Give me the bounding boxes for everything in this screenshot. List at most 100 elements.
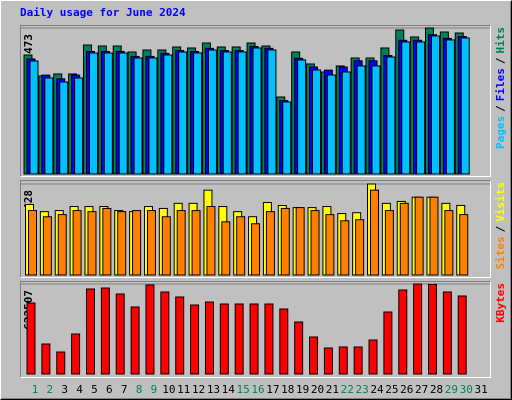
x-tick-label: 1 bbox=[32, 383, 39, 396]
bar bbox=[356, 65, 366, 175]
panel-edge bbox=[20, 180, 491, 278]
legend-entry: KBytes bbox=[494, 283, 507, 323]
bar bbox=[460, 37, 470, 175]
x-tick-label: 27 bbox=[415, 383, 428, 396]
bar bbox=[457, 295, 467, 375]
bar bbox=[325, 214, 335, 276]
bar bbox=[132, 210, 142, 276]
bar bbox=[338, 346, 348, 375]
x-tick-label: 16 bbox=[251, 383, 264, 396]
x-tick-label: 6 bbox=[106, 383, 113, 396]
bar bbox=[309, 336, 319, 375]
x-tick-label: 25 bbox=[385, 383, 398, 396]
bar bbox=[445, 39, 455, 175]
bar bbox=[74, 77, 84, 175]
x-tick-label: 26 bbox=[400, 383, 413, 396]
x-tick-label: 29 bbox=[445, 383, 458, 396]
bar bbox=[264, 303, 274, 375]
bar bbox=[252, 47, 262, 175]
legend-separator: / bbox=[494, 57, 507, 64]
bar bbox=[398, 289, 408, 375]
bar bbox=[310, 210, 320, 276]
bar bbox=[102, 207, 112, 276]
bar bbox=[416, 41, 426, 175]
bar bbox=[193, 52, 203, 175]
bar bbox=[222, 51, 232, 175]
bar bbox=[267, 49, 277, 175]
bar bbox=[234, 303, 244, 375]
bar bbox=[87, 211, 97, 276]
x-tick-label: 23 bbox=[356, 383, 369, 396]
bar bbox=[219, 303, 229, 375]
legend-entry: Files bbox=[494, 68, 507, 101]
legend-separator: / bbox=[494, 105, 507, 112]
x-tick-label: 28 bbox=[430, 383, 443, 396]
bar bbox=[430, 35, 440, 175]
x-tick-label: 19 bbox=[296, 383, 309, 396]
bar bbox=[26, 302, 36, 375]
bar bbox=[279, 308, 289, 375]
bar bbox=[204, 301, 214, 375]
bar bbox=[133, 57, 143, 175]
legend: Pages / Files / Hits bbox=[494, 27, 507, 149]
bar bbox=[41, 343, 51, 375]
bar bbox=[44, 77, 54, 175]
bar bbox=[384, 210, 394, 276]
bar bbox=[444, 210, 454, 276]
bar bbox=[160, 291, 170, 375]
x-tick-label: 8 bbox=[136, 383, 143, 396]
x-tick-label: 20 bbox=[311, 383, 324, 396]
legend-separator: / bbox=[494, 225, 507, 232]
x-tick-label: 22 bbox=[341, 383, 354, 396]
bar bbox=[206, 206, 216, 276]
x-tick-label: 31 bbox=[474, 383, 487, 396]
bar bbox=[190, 304, 200, 375]
bar bbox=[414, 196, 424, 276]
bar bbox=[340, 220, 350, 276]
legend: Sites / Visits bbox=[494, 182, 507, 270]
bar bbox=[59, 81, 69, 175]
bar bbox=[207, 49, 217, 175]
bar bbox=[42, 216, 52, 276]
bar bbox=[427, 283, 437, 375]
bar bbox=[191, 210, 201, 276]
x-tick-label: 14 bbox=[222, 383, 236, 396]
bar bbox=[72, 210, 82, 276]
x-tick-label: 30 bbox=[460, 383, 473, 396]
bar bbox=[85, 288, 95, 375]
bar bbox=[370, 189, 380, 276]
x-tick-label: 2 bbox=[47, 383, 54, 396]
x-tick-label: 11 bbox=[177, 383, 190, 396]
x-tick-label: 17 bbox=[266, 383, 279, 396]
bar bbox=[88, 52, 98, 175]
bar bbox=[146, 210, 156, 276]
bar bbox=[163, 54, 173, 175]
bar bbox=[176, 210, 186, 276]
x-tick-label: 12 bbox=[192, 383, 205, 396]
bar bbox=[429, 196, 439, 276]
bar bbox=[383, 311, 393, 375]
bar bbox=[280, 207, 290, 276]
bar bbox=[148, 57, 158, 175]
bar bbox=[175, 296, 185, 375]
bar bbox=[459, 214, 469, 276]
bar bbox=[265, 211, 275, 276]
bar bbox=[294, 321, 304, 375]
bar bbox=[297, 59, 307, 175]
bar bbox=[413, 283, 423, 375]
bar bbox=[355, 219, 365, 276]
bar bbox=[326, 74, 336, 175]
bar bbox=[249, 303, 259, 375]
bar bbox=[103, 52, 113, 175]
bar bbox=[145, 284, 155, 375]
bar bbox=[386, 56, 396, 175]
x-tick-label: 21 bbox=[326, 383, 339, 396]
x-tick-label: 4 bbox=[76, 383, 83, 396]
x-tick-label: 9 bbox=[151, 383, 158, 396]
bar bbox=[221, 221, 231, 276]
bar bbox=[371, 65, 381, 175]
bar bbox=[353, 346, 363, 375]
